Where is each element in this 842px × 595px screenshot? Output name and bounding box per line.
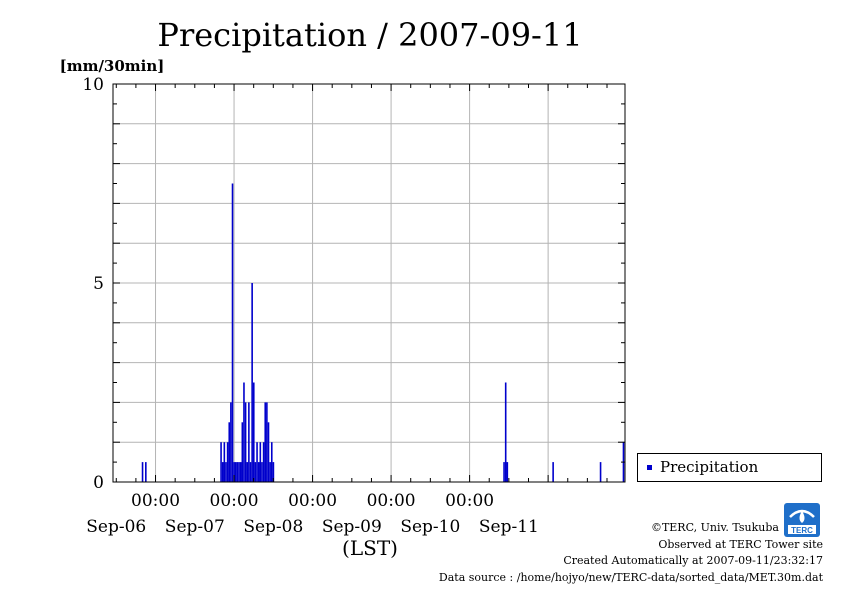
precipitation-bar bbox=[221, 462, 224, 482]
x-tick-date-label: Sep-06 bbox=[86, 517, 146, 537]
precipitation-bar bbox=[234, 462, 237, 482]
precipitation-bar bbox=[256, 442, 258, 482]
precipitation-bar bbox=[503, 462, 505, 482]
x-tick-date-label: Sep-10 bbox=[400, 517, 460, 537]
precipitation-bar bbox=[599, 462, 602, 482]
precipitation-bar bbox=[552, 462, 554, 482]
x-tick-time-label: 00:00 bbox=[288, 491, 337, 511]
precipitation-bar bbox=[244, 402, 247, 482]
x-tick-date-label: Sep-08 bbox=[243, 517, 303, 537]
x-tick-date-label: Sep-09 bbox=[322, 517, 382, 537]
precipitation-bar bbox=[226, 442, 229, 482]
precipitation-bar bbox=[251, 283, 253, 482]
observation-site-text: Observed at TERC Tower site bbox=[658, 537, 823, 551]
x-tick-time-label: 00:00 bbox=[445, 491, 494, 511]
precipitation-bar bbox=[249, 462, 252, 482]
precipitation-bar bbox=[252, 382, 255, 482]
precipitation-bar bbox=[228, 422, 231, 482]
precipitation-bar bbox=[269, 462, 271, 482]
legend-label: Precipitation bbox=[660, 458, 759, 476]
precipitation-bar bbox=[141, 462, 144, 482]
chart-title: Precipitation / 2007-09-11 bbox=[157, 16, 582, 54]
precipitation-bar bbox=[230, 402, 232, 482]
credits: ©TERC, Univ. Tsukuba Observed at TERC To… bbox=[439, 520, 823, 586]
precipitation-bar bbox=[223, 442, 226, 482]
precipitation-bar bbox=[231, 183, 234, 482]
precipitation-bar bbox=[220, 442, 222, 482]
y-tick-labels: 0 5 10 bbox=[82, 75, 104, 493]
grid-lines bbox=[113, 84, 625, 482]
precipitation-bar bbox=[506, 462, 509, 482]
y-tick-label: 0 bbox=[93, 473, 104, 493]
y-axis-unit-label: [mm/30min] bbox=[60, 57, 165, 75]
precipitation-bar bbox=[239, 462, 242, 482]
x-tick-time-label: 00:00 bbox=[210, 491, 259, 511]
legend: Precipitation bbox=[637, 453, 822, 482]
precipitation-bar bbox=[236, 462, 239, 482]
legend-swatch bbox=[647, 465, 652, 470]
svg-text:TERC: TERC bbox=[791, 526, 813, 535]
precipitation-bar bbox=[262, 442, 265, 482]
precipitation-bar bbox=[225, 462, 227, 482]
precipitation-bar bbox=[261, 462, 263, 482]
precipitation-bar bbox=[257, 462, 260, 482]
precipitation-bar bbox=[272, 462, 275, 482]
precipitation-bar bbox=[248, 402, 250, 482]
precipitation-bar bbox=[233, 462, 235, 482]
precipitation-bar bbox=[504, 382, 507, 482]
data-source-text: Data source : /home/hojyo/new/TERC-data/… bbox=[438, 570, 823, 584]
y-tick-label: 5 bbox=[93, 274, 104, 294]
created-timestamp-text: Created Automatically at 2007-09-11/23:3… bbox=[563, 554, 823, 567]
precipitation-bar bbox=[264, 402, 267, 482]
x-tick-time-label: 00:00 bbox=[131, 491, 180, 511]
precipitation-bar bbox=[241, 422, 244, 482]
terc-logo: TERC bbox=[784, 503, 820, 537]
precipitation-bar bbox=[254, 462, 257, 482]
y-tick-label: 10 bbox=[82, 75, 104, 95]
precipitation-bar bbox=[243, 382, 245, 482]
x-tick-time-label: 00:00 bbox=[367, 491, 416, 511]
precipitation-bar bbox=[246, 462, 249, 482]
precipitation-bar bbox=[238, 462, 240, 482]
x-tick-date-label: Sep-07 bbox=[165, 517, 225, 537]
precipitation-bar bbox=[267, 422, 270, 482]
precipitation-bar bbox=[270, 442, 273, 482]
bar-series bbox=[141, 183, 625, 482]
axis-ticks bbox=[113, 83, 625, 483]
precipitation-bar bbox=[266, 402, 268, 482]
copyright-text: ©TERC, Univ. Tsukuba bbox=[650, 521, 779, 534]
precipitation-bar bbox=[259, 442, 262, 482]
x-axis-label: (LST) bbox=[342, 536, 398, 560]
precipitation-bar bbox=[145, 462, 147, 482]
x-tick-labels: 00:00 00:00 00:00 00:00 00:00 Sep-06 Sep-07 Sep… bbox=[86, 491, 539, 537]
x-tick-date-label: Sep-11 bbox=[479, 517, 539, 537]
